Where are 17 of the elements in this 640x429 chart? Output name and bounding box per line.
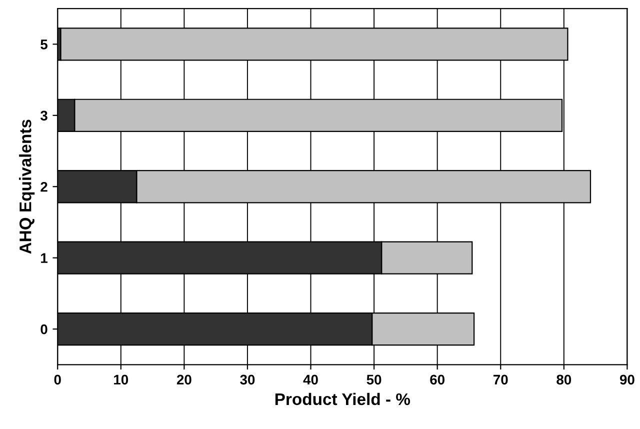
x-tick-label: 80 (556, 374, 572, 385)
x-tick-label: 60 (430, 374, 444, 385)
x-tick-label: 10 (114, 374, 128, 385)
x-tick-label: 0 (54, 374, 61, 385)
x-tick-label: 70 (493, 374, 508, 385)
y-tick-label: 3 (40, 110, 48, 121)
x-tick-label: 50 (366, 374, 382, 385)
x-tick-label: 90 (620, 374, 634, 385)
y-axis-title: AHQ Equivalents (19, 120, 35, 254)
x-tick-label: 20 (176, 374, 192, 385)
x-axis-title: Product Yield - % (275, 392, 410, 406)
x-tick-label: 30 (240, 374, 255, 385)
y-tick-label: 1 (41, 253, 48, 263)
y-tick-label: 2 (40, 182, 48, 192)
y-tick-label: 0 (40, 324, 48, 334)
x-tick-label: 40 (303, 374, 318, 385)
y-tick-label: 5 (40, 40, 48, 50)
